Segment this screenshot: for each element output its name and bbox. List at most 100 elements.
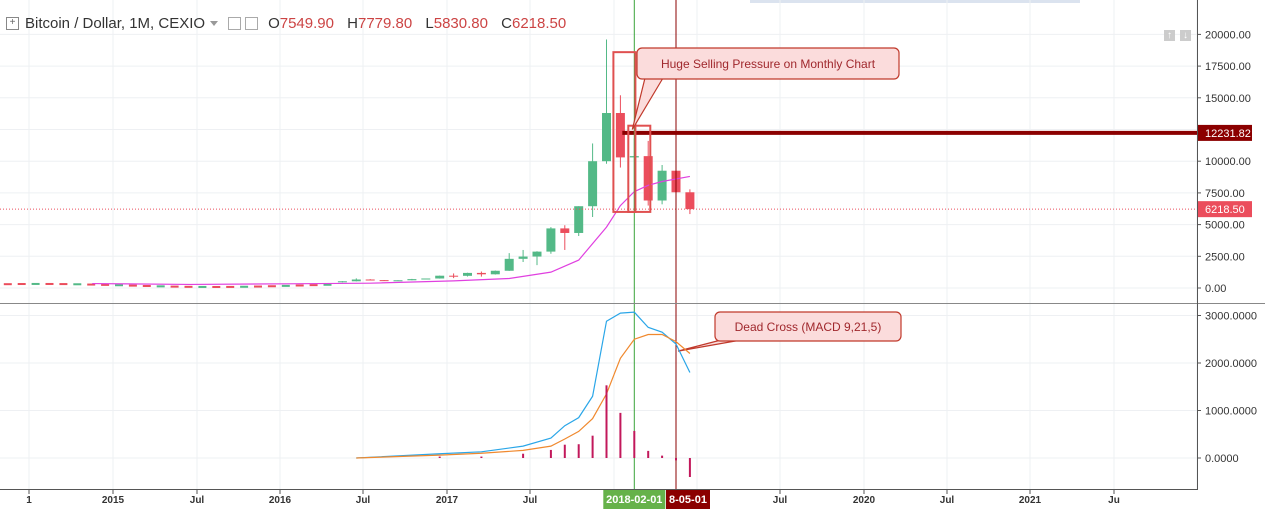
candle-body — [407, 279, 417, 281]
candle-body — [588, 161, 598, 207]
macd-tick-label: 3000.0000 — [1205, 311, 1257, 323]
cursor-date-badge-red — [666, 490, 710, 509]
time-tick-label: Ju — [1108, 495, 1120, 506]
callout-pointer-2 — [677, 339, 742, 352]
candle-body — [546, 228, 556, 252]
callout-dead-cross-text: Dead Cross (MACD 9,21,5) — [735, 320, 882, 334]
candle-flat — [309, 284, 318, 287]
time-tick-label: 2021 — [1019, 495, 1042, 506]
settings-icon[interactable] — [228, 16, 242, 30]
time-tick-label: Jul — [356, 495, 371, 506]
high-value: 7779.80 — [357, 14, 413, 32]
price-tick-label: 2500.00 — [1205, 251, 1245, 263]
top-toolbar-edge — [750, 0, 1080, 3]
candle-body — [351, 279, 361, 282]
time-tick-label: Jul — [190, 495, 205, 506]
signal-line — [356, 333, 691, 459]
candle-body — [518, 256, 528, 259]
close-icon[interactable] — [245, 16, 259, 30]
candle-flat — [226, 285, 235, 288]
moving-average-line — [92, 175, 691, 286]
candles — [3, 39, 695, 288]
scale-down-icon[interactable]: ↓ — [1180, 30, 1191, 41]
cursor-date-green: 2018-02-01 — [606, 494, 662, 506]
candle-flat — [115, 284, 123, 287]
low-label: L — [425, 14, 434, 32]
time-tick-label: Jul — [940, 495, 955, 506]
price-tick-label: 10000.00 — [1205, 156, 1251, 168]
open-label: O — [268, 14, 280, 32]
macd-tick-label: 2000.0000 — [1205, 358, 1257, 370]
ohlc-values: O7549.90 H7779.80 L5830.80 C6218.50 — [268, 15, 575, 32]
candle-flat — [240, 285, 249, 288]
candle-body — [560, 228, 570, 233]
resistance-price-badge — [1198, 124, 1252, 141]
highlight-box-small — [627, 124, 652, 213]
candle-body — [379, 280, 389, 282]
current-price-badge — [1198, 201, 1252, 218]
candle-body — [337, 281, 347, 283]
low-value: 5830.80 — [433, 14, 488, 32]
candle-body — [532, 251, 542, 257]
price-tick-label: 15000.00 — [1205, 93, 1251, 105]
overlays: Huge Selling Pressure on Monthly Chart De… — [0, 0, 1197, 489]
candle-body — [365, 279, 375, 281]
cursor-date-red: 8-05-01 — [669, 494, 707, 506]
time-tick-label: 2015 — [102, 495, 125, 506]
time-tick-label: 2016 — [269, 495, 292, 506]
candle-flat — [3, 283, 12, 286]
price-tick-label: 17500.00 — [1205, 61, 1251, 73]
macd-tick-label: 0.0000 — [1205, 453, 1239, 465]
candle-body — [449, 275, 459, 277]
candle-flat — [142, 284, 151, 287]
candle-flat — [45, 282, 54, 285]
cursor-date-badge-green — [603, 490, 666, 509]
highlight-box-large — [612, 51, 637, 213]
scale-up-icon[interactable]: ↑ — [1164, 30, 1175, 41]
candle-body — [393, 280, 403, 282]
candle-body — [435, 275, 445, 279]
callout-box — [636, 47, 900, 80]
candle-body — [504, 258, 514, 271]
candle-flat — [184, 285, 193, 288]
candle-flat — [59, 283, 68, 286]
price-tick-label: 20000.00 — [1205, 29, 1251, 41]
candle-flat — [87, 283, 96, 286]
candle-flat — [17, 283, 26, 286]
candle-body — [421, 278, 431, 280]
time-tick-label: 2017 — [436, 495, 459, 506]
candle-flat — [267, 285, 276, 288]
candle-flat — [323, 283, 332, 286]
candle-body — [615, 113, 625, 158]
high-label: H — [347, 14, 358, 32]
time-tick-label: 1 — [26, 495, 32, 506]
candle-body — [463, 272, 472, 276]
callout-pointer — [631, 77, 664, 130]
candle-flat — [31, 282, 40, 285]
grid-lines — [0, 0, 1198, 489]
symbol-title: Bitcoin / Dollar, 1M, CEXIO — [25, 14, 206, 32]
candle-body — [643, 156, 653, 201]
candle-flat — [101, 283, 110, 286]
candle-flat — [254, 285, 262, 288]
price-tick-label: 5000.00 — [1205, 220, 1245, 232]
candle-body — [574, 206, 584, 233]
price-tick-label: 7500.00 — [1205, 188, 1245, 200]
macd-line — [356, 311, 691, 459]
resistance-price-label: 12231.82 — [1205, 128, 1251, 140]
macd-tick-label: 1000.0000 — [1205, 406, 1257, 418]
symbol-legend: + Bitcoin / Dollar, 1M, CEXIO O7549.90 H… — [6, 12, 575, 34]
candle-flat — [212, 285, 221, 288]
open-value: 7549.90 — [279, 14, 334, 32]
collapse-icon[interactable]: + — [6, 16, 19, 30]
candle-body-last — [685, 192, 695, 210]
chevron-down-icon[interactable] — [210, 20, 219, 26]
candle-body — [602, 113, 611, 162]
time-tick-label: Jul — [773, 495, 788, 506]
candle-flat — [295, 284, 304, 287]
current-price-label: 6218.50 — [1205, 204, 1245, 216]
callout-selling-text: Huge Selling Pressure on Monthly Chart — [661, 57, 876, 71]
candle-flat — [198, 285, 207, 288]
